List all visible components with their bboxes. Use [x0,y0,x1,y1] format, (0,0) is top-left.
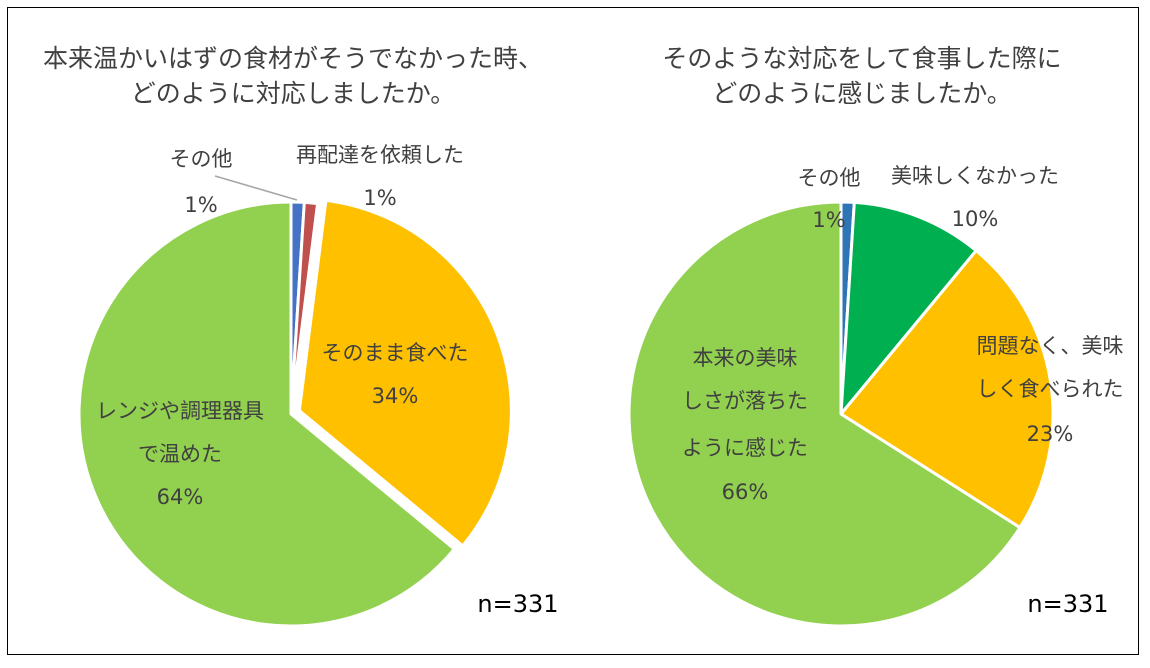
chart-1-pie [77,198,513,628]
chart-1-label-other: その他 [170,147,233,171]
chart-2-title-line-1: そのような対応をして食事した際に [662,44,1061,73]
chart-2-sample-size: n=331 [1027,590,1108,618]
chart-1-value-other: 1% [184,193,217,217]
chart-1-title-line-1: 本来温かいはずの食材がそうでなかった時、 [43,44,543,73]
chart-1-label-heated-line-2: で温めた [138,442,222,466]
chart-1-title-line-2: どのように対応しましたか。 [131,79,456,108]
chart-2-label-declined-line-2: しさが落ちた [682,389,808,413]
chart-2-label-fine-line-1: 問題なく、美味 [977,334,1124,358]
chart-2: そのような対応をして食事した際に どのように感じましたか。 その他 1% 美味し… [627,44,1124,628]
chart-1: 本来温かいはずの食材がそうでなかった時、 どのように対応しましたか。 その他 1… [43,44,559,628]
chart-2-pie [627,200,1055,628]
chart-2-value-fine: 23% [1027,422,1074,446]
chart-2-value-declined: 66% [722,480,769,504]
chart-1-value-ate-as-is: 34% [372,384,419,408]
chart-2-slice-declined [627,200,1022,628]
chart-2-label-not-tasty: 美味しくなかった [891,164,1059,188]
chart-2-label-fine-line-2: しく食べられた [977,377,1124,401]
chart-2-value-other: 1% [812,208,845,232]
chart-1-value-heated: 64% [157,485,204,509]
chart-2-label-declined-line-3: ように感じた [682,436,808,460]
chart-frame [7,7,1139,655]
chart-2-label-other: その他 [798,166,861,190]
chart-1-leader-line-other [214,175,298,201]
chart-2-label-declined-line-1: 本来の美味 [693,346,798,370]
chart-1-slice-ate-as-is [297,198,513,548]
chart-2-slice-not-tasty [839,200,978,416]
chart-1-label-ate-as-is: そのまま食べた [322,341,469,365]
chart-1-label-heated-line-1: レンジや調理器具 [96,399,264,423]
chart-1-label-redelivery: 再配達を依頼した [296,143,464,167]
chart-1-slice-heated [77,200,456,628]
chart-1-slice-redelivery [289,200,320,416]
chart-2-slice-fine [839,249,1055,530]
chart-1-value-redelivery: 1% [363,186,396,210]
chart-2-title-line-2: どのように感じましたか。 [712,79,1012,108]
chart-2-value-not-tasty: 10% [952,207,999,231]
chart-1-sample-size: n=331 [477,590,558,618]
